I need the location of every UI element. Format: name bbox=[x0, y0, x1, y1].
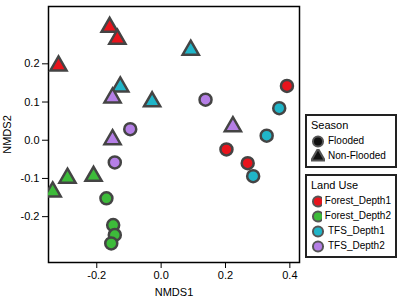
html-text:Forest_Depth2: Forest_Depth2 bbox=[324, 210, 391, 221]
svg-text:NMDS1: NMDS1 bbox=[155, 286, 194, 298]
svg-text:-0.1: -0.1 bbox=[21, 172, 40, 184]
svg-text:0.2: 0.2 bbox=[218, 269, 233, 281]
html-text:TFS_Depth2: TFS_Depth2 bbox=[328, 240, 385, 251]
html-text:Flooded: Flooded bbox=[328, 135, 365, 146]
svg-text:0.4: 0.4 bbox=[282, 269, 297, 281]
svg-text:0.0: 0.0 bbox=[24, 134, 39, 146]
html-text:Forest_Depth1: Forest_Depth1 bbox=[324, 195, 391, 206]
svg-text:NMDS2: NMDS2 bbox=[1, 115, 13, 154]
html-text:Land Use: Land Use bbox=[311, 179, 359, 191]
svg-text:0.2: 0.2 bbox=[24, 57, 39, 69]
svg-text:0.0: 0.0 bbox=[153, 269, 168, 281]
svg-text:0.1: 0.1 bbox=[24, 96, 39, 108]
html-text:Non-Flooded: Non-Flooded bbox=[328, 150, 386, 161]
svg-text:-0.2: -0.2 bbox=[21, 210, 40, 222]
html-text:Season: Season bbox=[311, 119, 349, 131]
svg-text:-0.2: -0.2 bbox=[87, 269, 106, 281]
html-text:TFS_Depth1: TFS_Depth1 bbox=[328, 225, 385, 236]
